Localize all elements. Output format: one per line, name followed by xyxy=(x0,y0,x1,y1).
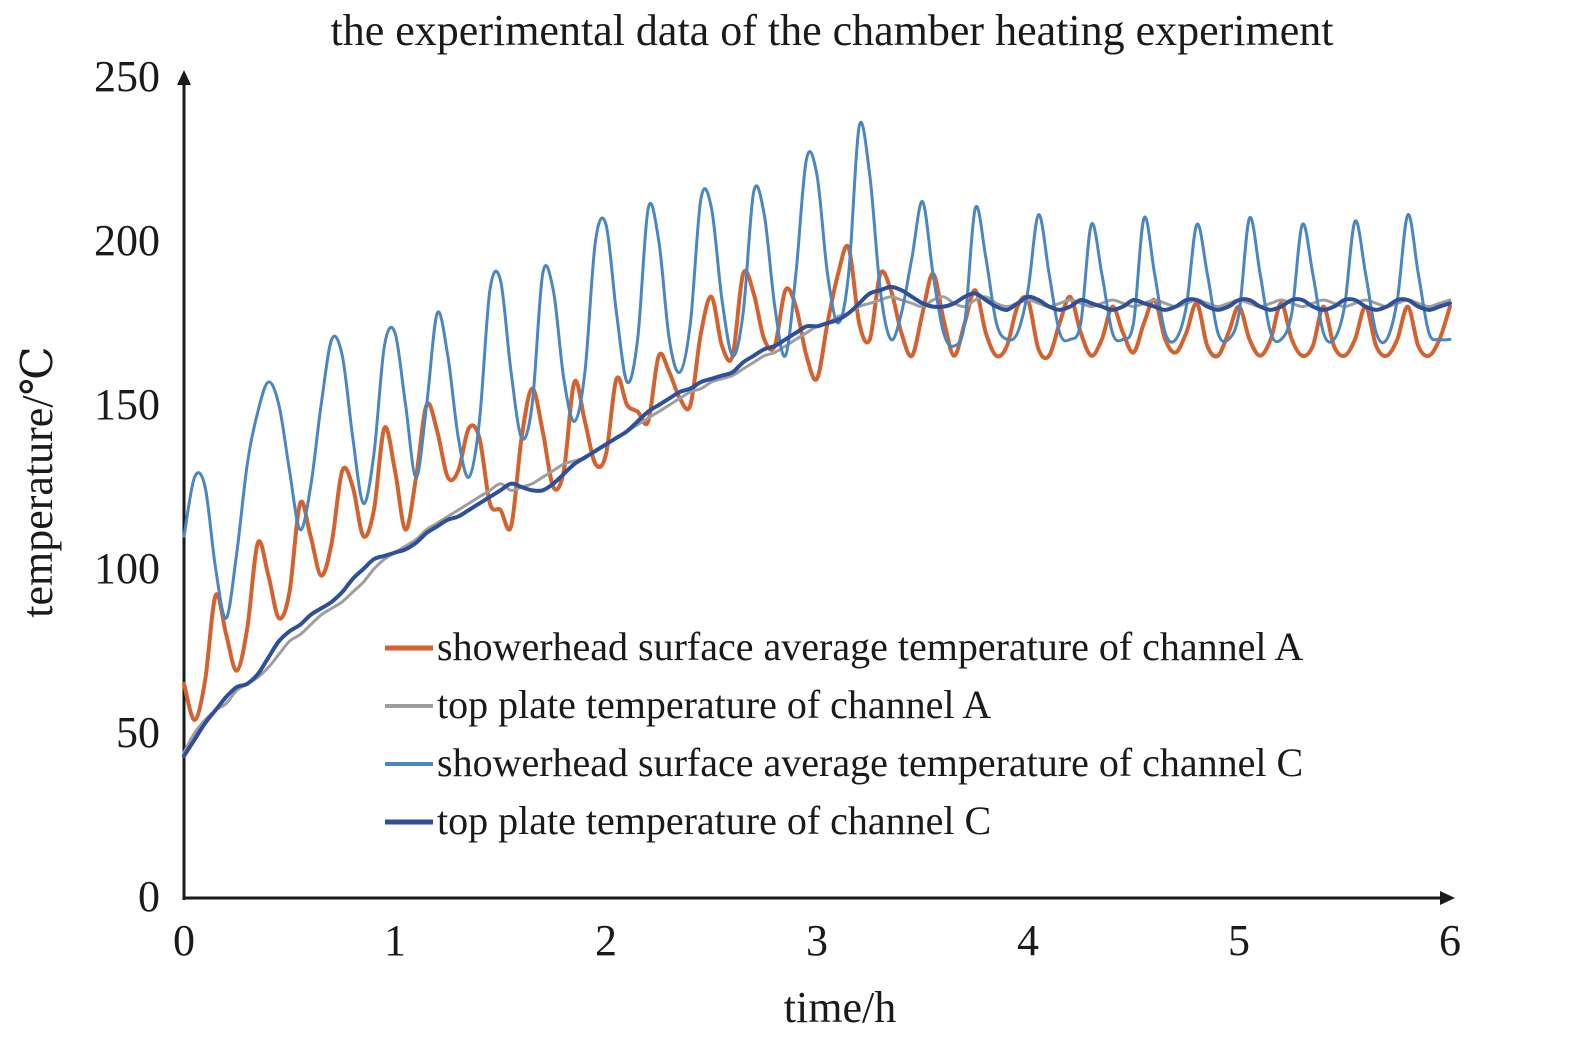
x-axis-arrow xyxy=(1440,891,1455,905)
x-tick-label: 5 xyxy=(1228,916,1250,965)
legend-item-showerhead-a: showerhead surface average temperature o… xyxy=(385,624,1303,669)
legend-label: top plate temperature of channel A xyxy=(437,682,991,727)
y-tick-label: 100 xyxy=(94,544,160,593)
y-tick-label: 250 xyxy=(94,52,160,101)
y-axis xyxy=(177,70,191,900)
chart-title: the experimental data of the chamber hea… xyxy=(331,6,1334,55)
series-layer xyxy=(182,120,1452,758)
legend-label: showerhead surface average temperature o… xyxy=(437,740,1303,785)
legend-label: top plate temperature of channel C xyxy=(437,798,991,843)
y-axis-arrow xyxy=(177,70,191,85)
legend-item-showerhead-c: showerhead surface average temperature o… xyxy=(385,740,1303,785)
y-tick-label: 200 xyxy=(94,216,160,265)
legend-label: showerhead surface average temperature o… xyxy=(437,624,1303,669)
y-axis-label: temperature/℃ xyxy=(13,346,62,618)
x-tick-labels: 0 1 2 3 4 5 6 xyxy=(173,916,1461,965)
x-axis xyxy=(184,891,1455,905)
y-tick-label: 0 xyxy=(138,872,160,921)
x-tick-label: 1 xyxy=(384,916,406,965)
x-axis-label: time/h xyxy=(784,983,896,1032)
x-tick-label: 3 xyxy=(806,916,828,965)
series-top-plate-c-line xyxy=(182,284,1452,758)
legend-item-top-plate-a: top plate temperature of channel A xyxy=(385,682,991,727)
x-tick-label: 2 xyxy=(595,916,617,965)
legend: showerhead surface average temperature o… xyxy=(385,624,1303,843)
series-showerhead-c-line xyxy=(182,120,1452,620)
x-tick-label: 4 xyxy=(1017,916,1039,965)
legend-item-top-plate-c: top plate temperature of channel C xyxy=(385,798,991,843)
series-showerhead-a-line xyxy=(182,243,1452,722)
y-tick-label: 150 xyxy=(94,380,160,429)
x-tick-label: 6 xyxy=(1439,916,1461,965)
x-tick-label: 0 xyxy=(173,916,195,965)
y-tick-labels: 0 50 100 150 200 250 xyxy=(94,52,160,921)
y-tick-label: 50 xyxy=(116,708,160,757)
